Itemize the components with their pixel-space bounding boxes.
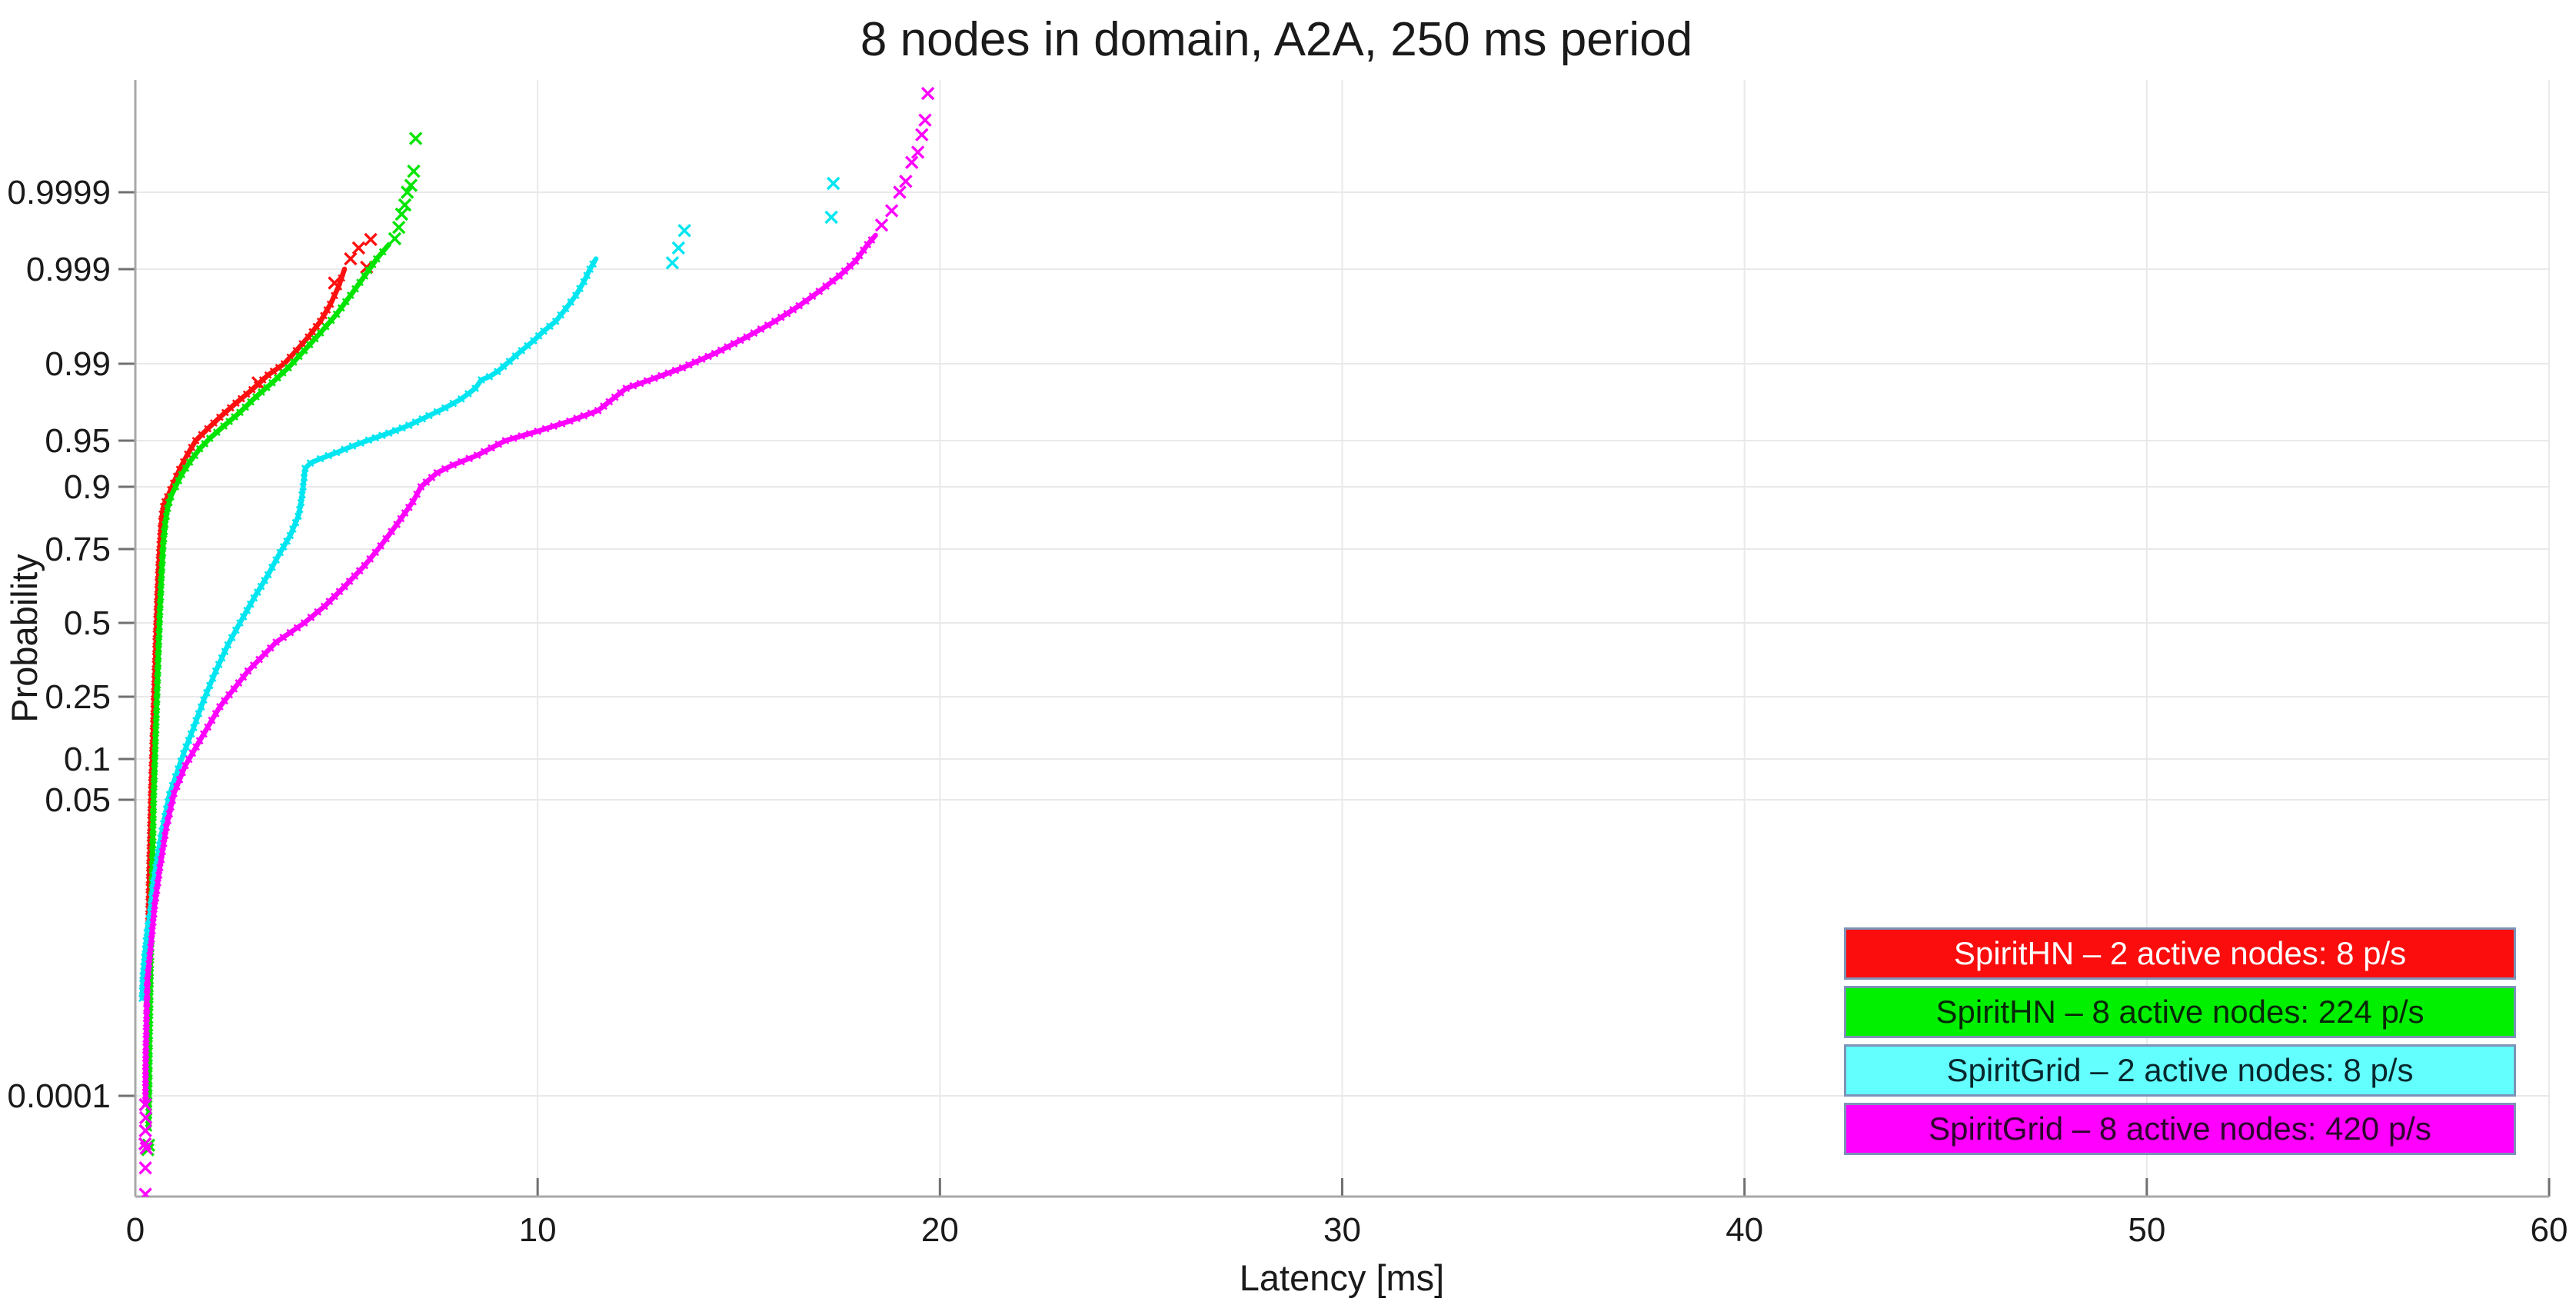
series-3 xyxy=(138,176,840,1003)
x-tick-label: 40 xyxy=(1726,1211,1763,1249)
series-2 xyxy=(141,132,423,1157)
series-outlier-markers xyxy=(665,176,840,270)
legend-item-3: SpiritGrid – 2 active nodes: 8 p/s xyxy=(1844,1044,2516,1097)
series-4 xyxy=(138,86,935,1197)
series-curve xyxy=(139,256,599,1001)
y-axis-label: Probability xyxy=(4,554,45,723)
x-tick-label: 10 xyxy=(519,1211,557,1249)
x-axis-label: Latency [ms] xyxy=(1240,1257,1444,1298)
chart-title: 8 nodes in domain, A2A, 250 ms period xyxy=(860,13,1692,66)
gridlines xyxy=(135,80,2550,1197)
y-tick-label: 0.999 xyxy=(26,251,111,288)
x-tick-label: 20 xyxy=(921,1211,959,1249)
legend-item-1: SpiritHN – 2 active nodes: 8 p/s xyxy=(1844,927,2516,980)
axes xyxy=(118,80,2551,1198)
y-tick-label: 0.5 xyxy=(64,604,111,642)
tick-labels: 0.0001 0.050.1 0.25 0.5 0.75 0.9 0.95 0.99 0.999… xyxy=(7,174,2568,1249)
series-outlier-markers xyxy=(251,232,378,390)
y-tick-label: 0.25 xyxy=(45,678,111,716)
series-outlier-markers xyxy=(138,86,935,1197)
legend: SpiritHN – 2 active nodes: 8 p/s SpiritHN… xyxy=(1844,927,2516,1161)
series-markers xyxy=(138,260,597,1003)
y-tick-label: 0.75 xyxy=(45,531,111,568)
y-tick-label: 0.9 xyxy=(64,468,111,506)
y-tick-label: 0.9999 xyxy=(7,174,111,211)
x-tick-label: 0 xyxy=(126,1211,145,1249)
legend-item-2: SpiritHN – 8 active nodes: 224 p/s xyxy=(1844,986,2516,1038)
y-tick-label: 0.95 xyxy=(45,422,111,460)
x-tick-label: 30 xyxy=(1323,1211,1361,1249)
series-1 xyxy=(142,232,378,1074)
series-markers xyxy=(145,248,387,1132)
x-tick-label: 50 xyxy=(2128,1211,2165,1249)
y-tick-label: 0.99 xyxy=(45,345,111,383)
series-curve xyxy=(142,232,878,1107)
series-markers xyxy=(141,236,876,1108)
y-tick-label: 0.0001 xyxy=(7,1077,111,1115)
series-outlier-markers xyxy=(141,132,423,1157)
x-tick-label: 60 xyxy=(2531,1211,2568,1249)
legend-item-4: SpiritGrid – 8 active nodes: 420 p/s xyxy=(1844,1103,2516,1155)
series-layer xyxy=(138,86,935,1197)
y-tick-label: 0.1 xyxy=(64,741,111,778)
y-tick-label: 0.05 xyxy=(45,781,111,819)
